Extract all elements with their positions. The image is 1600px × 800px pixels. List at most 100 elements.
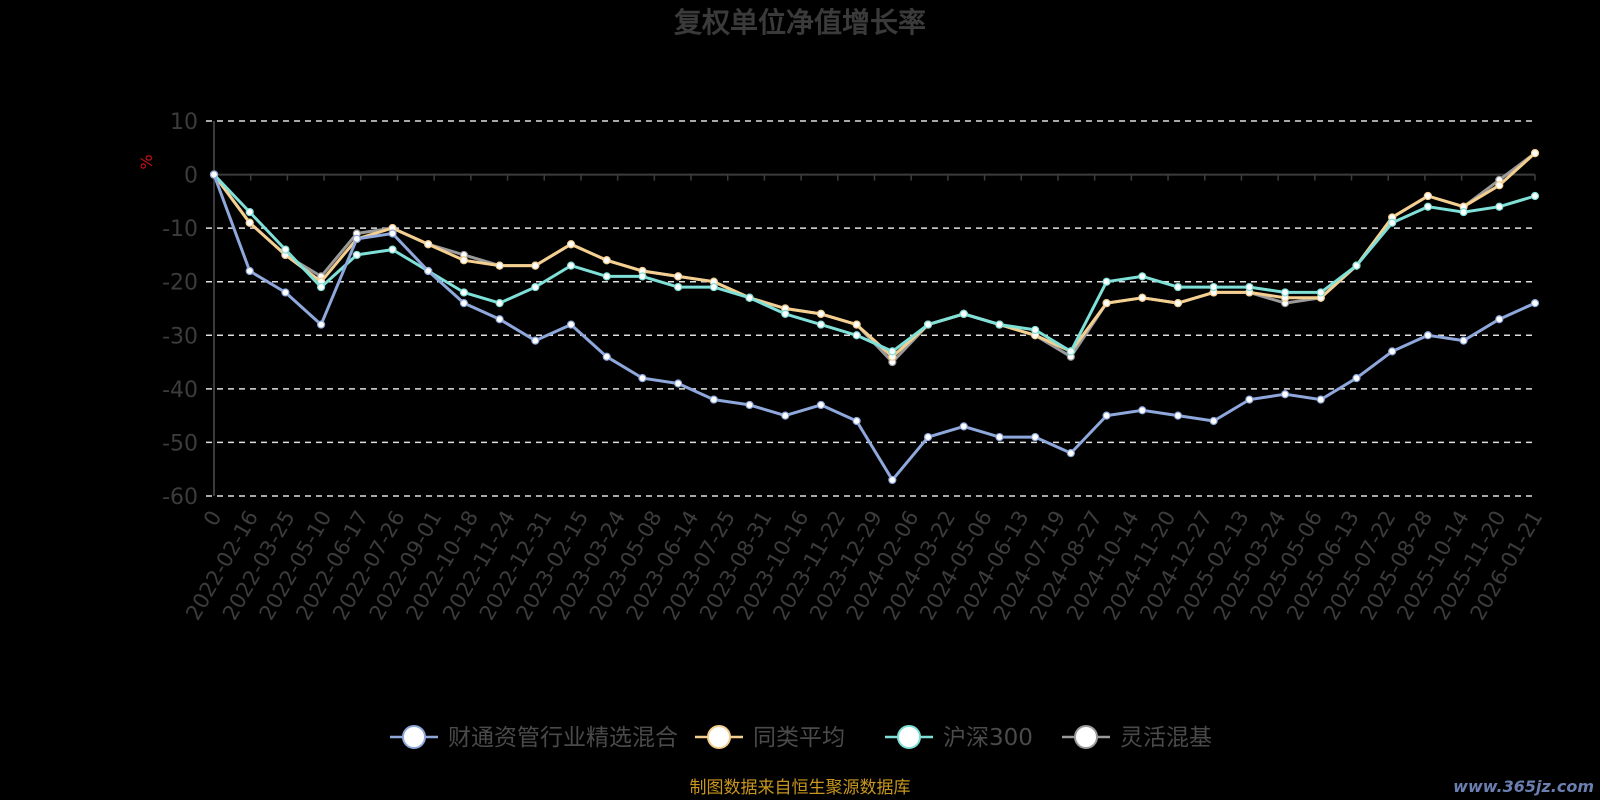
y-tick-label: -50 xyxy=(162,431,198,456)
data-point xyxy=(852,320,861,329)
data-point xyxy=(459,288,469,297)
data-point xyxy=(459,299,469,308)
data-point xyxy=(638,374,647,383)
data-point xyxy=(1066,347,1075,356)
x-tick-label: 0 xyxy=(199,507,226,531)
data-point xyxy=(959,309,968,318)
y-tick-label: -10 xyxy=(162,217,198,242)
data-point xyxy=(674,272,683,281)
legend-item-2[interactable]: 沪深300 xyxy=(885,725,1033,751)
data-point xyxy=(1173,282,1183,292)
grid-layer xyxy=(206,120,1535,497)
data-point xyxy=(995,320,1004,329)
data-point xyxy=(745,400,754,410)
legend[interactable]: 财通资管行业精选混合 同类平均 沪深300 灵活混基 xyxy=(390,725,1212,751)
data-point xyxy=(1352,261,1361,270)
data-point xyxy=(1495,181,1504,190)
data-point xyxy=(1423,202,1432,211)
data-point xyxy=(1280,390,1290,399)
y-tick-label: 0 xyxy=(184,164,198,189)
data-point xyxy=(1495,202,1504,211)
data-point xyxy=(1138,272,1147,281)
y-tick-label: -40 xyxy=(162,378,198,403)
data-point xyxy=(638,272,647,281)
data-point xyxy=(388,245,397,254)
data-point xyxy=(816,320,826,329)
data-point xyxy=(852,331,861,340)
data-point xyxy=(495,315,504,324)
data-point xyxy=(566,240,576,249)
data-point xyxy=(281,288,290,297)
y-tick-label: -20 xyxy=(162,271,198,296)
data-point xyxy=(923,320,933,329)
data-point xyxy=(781,309,790,318)
data-point xyxy=(1138,293,1147,302)
data-point xyxy=(1388,347,1397,356)
data-point xyxy=(388,229,397,238)
series-line-0 xyxy=(212,174,1536,482)
data-point xyxy=(245,218,254,227)
data-point xyxy=(531,336,540,345)
data-point xyxy=(1066,449,1075,458)
data-point xyxy=(209,170,219,179)
data-point xyxy=(1316,288,1325,297)
legend-label: 灵活混基 xyxy=(1120,725,1212,751)
data-point xyxy=(995,432,1004,442)
y-tick-label: -60 xyxy=(162,485,198,510)
data-point xyxy=(1102,299,1111,308)
data-point xyxy=(602,272,611,281)
data-point xyxy=(1102,411,1111,420)
legend-item-0[interactable]: 财通资管行业精选混合 xyxy=(390,725,678,751)
data-point xyxy=(781,411,790,420)
legend-marker xyxy=(1074,725,1098,749)
data-point xyxy=(674,379,683,388)
data-point xyxy=(1423,331,1432,340)
data-point xyxy=(1209,416,1218,426)
data-point xyxy=(1530,191,1540,201)
data-point xyxy=(602,256,611,265)
legend-label: 财通资管行业精选混合 xyxy=(448,725,678,751)
data-point xyxy=(245,207,254,217)
legend-label: 沪深300 xyxy=(943,725,1033,751)
series-line-3 xyxy=(212,151,1536,364)
source-note: 制图数据来自恒生聚源数据库 xyxy=(690,778,911,798)
data-point xyxy=(566,261,576,270)
data-point xyxy=(459,256,469,265)
data-point xyxy=(1530,149,1540,158)
y-tick-label: 10 xyxy=(170,110,198,135)
data-point xyxy=(1173,299,1183,308)
watermark: www.365jz.com xyxy=(1453,777,1594,796)
axis-layer: 100-10-20-30-40-50-6002022-02-162022-03-… xyxy=(162,110,1547,624)
data-point xyxy=(1031,325,1040,335)
data-point xyxy=(1352,374,1361,383)
y-axis-unit: % xyxy=(137,154,156,169)
data-point xyxy=(352,250,361,260)
data-point xyxy=(531,282,540,292)
data-point xyxy=(424,240,433,249)
chart-title: 复权单位净值增长率 xyxy=(674,6,926,39)
data-point xyxy=(602,352,611,361)
data-point xyxy=(852,416,861,426)
data-point xyxy=(531,261,540,270)
data-point xyxy=(1245,395,1254,404)
data-point xyxy=(1459,207,1468,217)
series-line-1 xyxy=(212,151,1537,359)
legend-item-3[interactable]: 灵活混基 xyxy=(1062,725,1212,751)
data-point xyxy=(1495,315,1504,324)
data-point xyxy=(1102,277,1111,286)
data-point xyxy=(495,299,504,308)
data-point xyxy=(317,320,326,329)
data-point xyxy=(923,432,933,442)
data-point xyxy=(888,347,897,356)
data-point xyxy=(888,475,897,485)
data-point xyxy=(424,266,433,276)
data-point xyxy=(709,395,718,404)
legend-item-1[interactable]: 同类平均 xyxy=(695,725,845,751)
legend-label: 同类平均 xyxy=(753,725,845,751)
data-point xyxy=(1138,406,1147,415)
legend-marker xyxy=(707,725,731,749)
data-point xyxy=(495,261,504,270)
data-point xyxy=(1423,191,1432,201)
data-point xyxy=(317,282,326,292)
